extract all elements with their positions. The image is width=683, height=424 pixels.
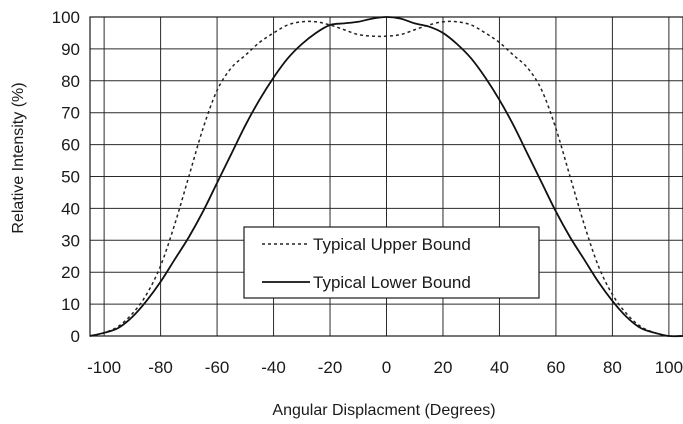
x-tick-label: -60 <box>205 358 230 377</box>
x-tick-label: -40 <box>261 358 286 377</box>
series-line-lower-bound <box>89 16 683 338</box>
legend: Typical Upper Bound Typical Lower Bound <box>243 226 540 299</box>
series-layer <box>89 16 683 338</box>
y-tick-label: 90 <box>61 40 80 59</box>
y-tick-label: 0 <box>71 327 80 346</box>
legend-label-lower-bound: Typical Lower Bound <box>313 273 471 292</box>
x-tick-label: 80 <box>603 358 622 377</box>
x-tick-label: 40 <box>490 358 509 377</box>
x-tick-label: 60 <box>546 358 565 377</box>
x-tick-label: -100 <box>87 358 121 377</box>
x-tick-label: -80 <box>148 358 173 377</box>
y-tick-label: 80 <box>61 72 80 91</box>
series-line-upper-bound <box>89 20 683 337</box>
y-tick-label: 50 <box>61 168 80 187</box>
y-tick-label: 20 <box>61 263 80 282</box>
y-tick-label: 30 <box>61 231 80 250</box>
y-tick-label: 70 <box>61 104 80 123</box>
x-tick-label: 20 <box>434 358 453 377</box>
legend-box <box>243 226 540 299</box>
legend-label-upper-bound: Typical Upper Bound <box>313 235 471 254</box>
x-tick-labels: -100 -80 -60 -40 -20 0 20 40 60 80 100 <box>87 358 683 377</box>
x-tick-label: 100 <box>655 358 683 377</box>
y-tick-label: 100 <box>52 8 80 27</box>
x-tick-label: 0 <box>382 358 391 377</box>
y-tick-labels: 0 10 20 30 40 50 60 70 80 90 100 <box>52 8 80 346</box>
x-tick-label: -20 <box>318 358 343 377</box>
x-axis-title: Angular Displacment (Degrees) <box>272 402 495 419</box>
y-tick-label: 10 <box>61 295 80 314</box>
y-tick-label: 40 <box>61 199 80 218</box>
y-axis-title: Relative Intensity (%) <box>10 82 27 233</box>
y-tick-label: 60 <box>61 136 80 155</box>
